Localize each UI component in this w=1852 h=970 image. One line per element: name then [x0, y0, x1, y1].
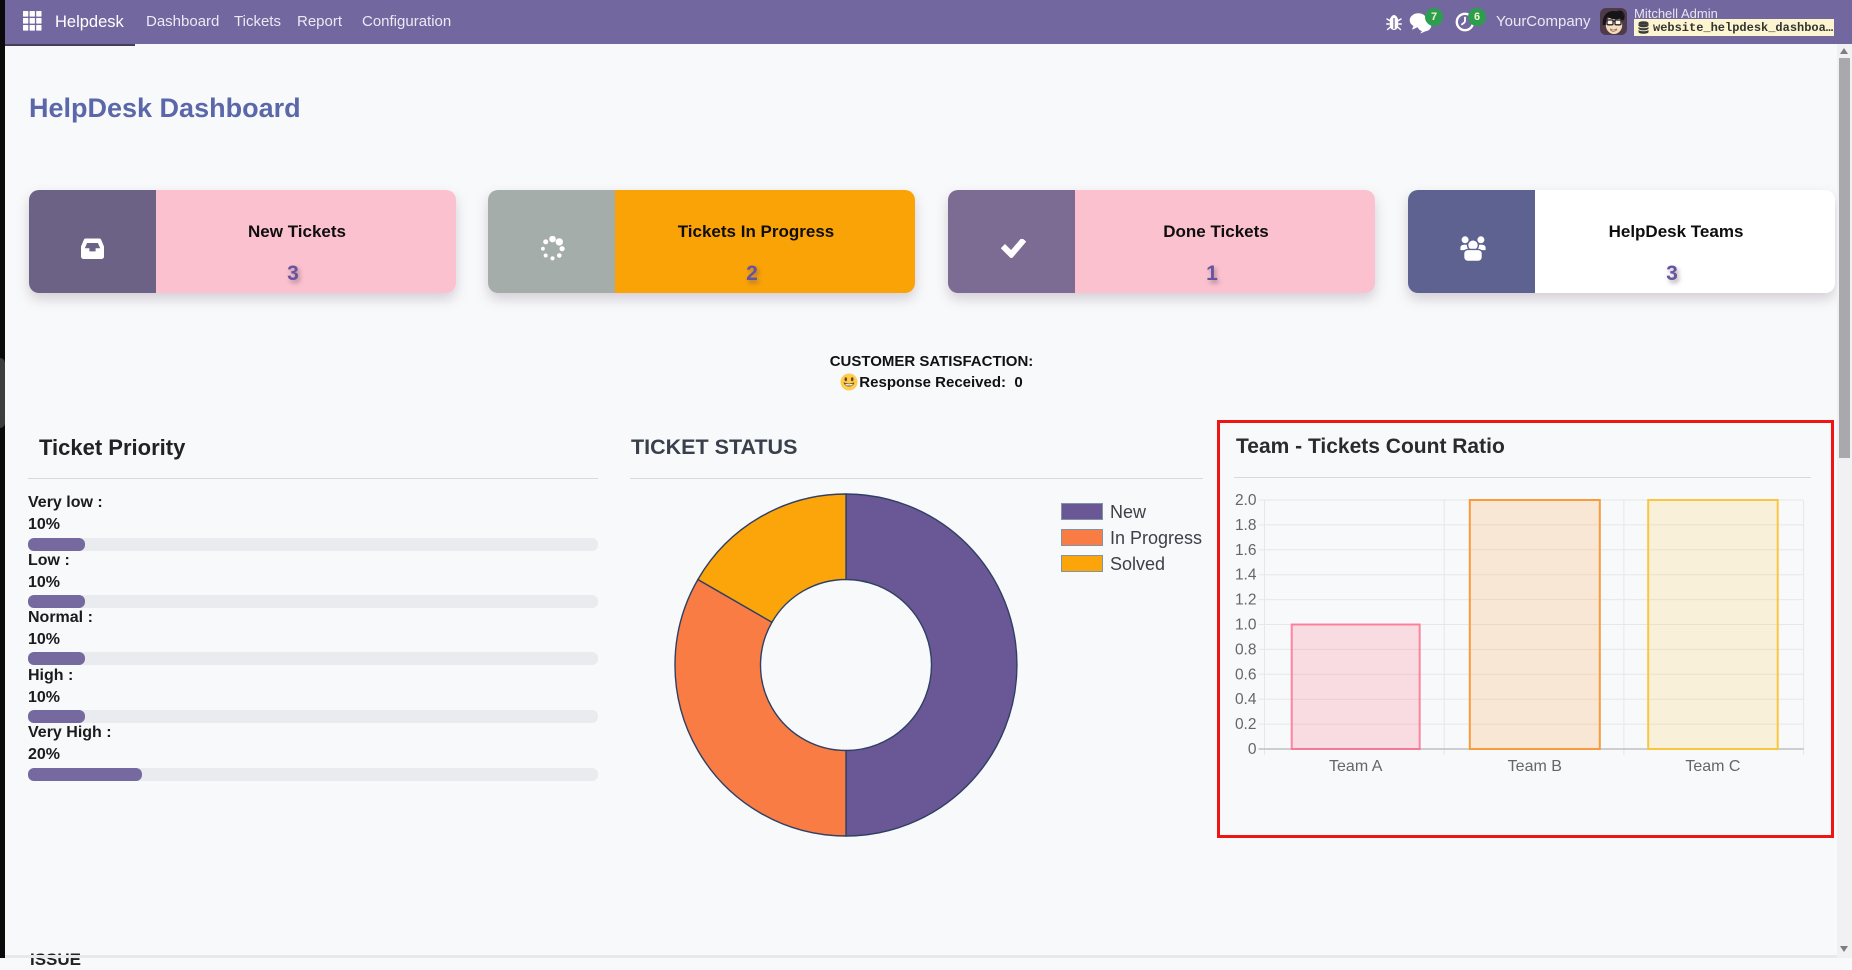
- svg-text:1.6: 1.6: [1235, 542, 1257, 559]
- svg-text:2.0: 2.0: [1235, 492, 1257, 509]
- svg-text:0.6: 0.6: [1235, 666, 1257, 683]
- svg-text:0.2: 0.2: [1235, 716, 1257, 733]
- svg-text:0: 0: [1248, 741, 1257, 758]
- svg-text:1.2: 1.2: [1235, 592, 1257, 609]
- svg-text:Team C: Team C: [1685, 758, 1740, 775]
- svg-text:1.4: 1.4: [1235, 567, 1257, 584]
- svg-text:1.8: 1.8: [1235, 517, 1257, 534]
- svg-text:1.0: 1.0: [1235, 617, 1257, 634]
- svg-text:0.4: 0.4: [1235, 691, 1257, 708]
- svg-text:0.8: 0.8: [1235, 641, 1257, 658]
- svg-text:Team B: Team B: [1508, 758, 1562, 775]
- svg-text:Team A: Team A: [1329, 758, 1383, 775]
